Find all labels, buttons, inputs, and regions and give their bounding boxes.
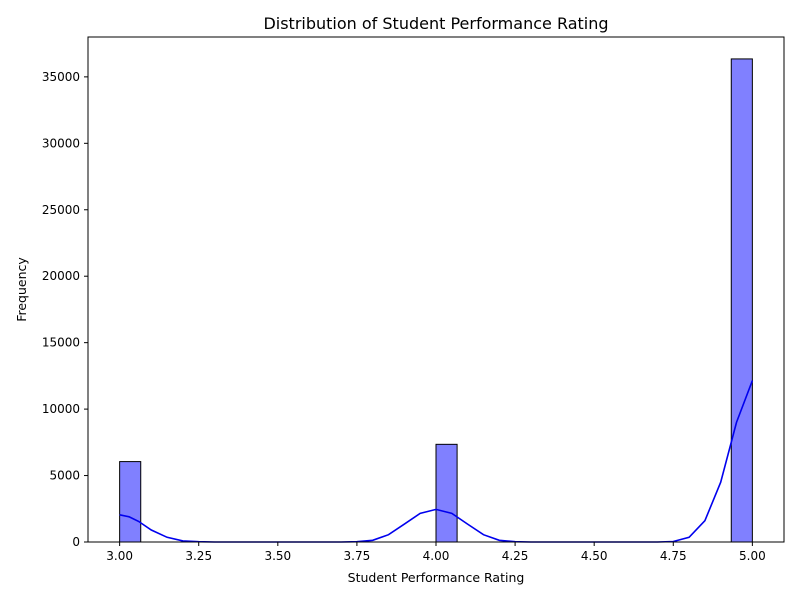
chart-title: Distribution of Student Performance Rati… xyxy=(263,14,608,33)
y-tick-label: 25000 xyxy=(42,203,80,217)
x-tick-label: 4.00 xyxy=(423,549,450,563)
x-tick-label: 3.75 xyxy=(344,549,371,563)
x-tick-label: 4.50 xyxy=(581,549,608,563)
histogram-bar-1 xyxy=(119,461,142,543)
plot-frame xyxy=(87,36,785,543)
y-tick-label: 10000 xyxy=(42,402,80,416)
y-tick-label: 5000 xyxy=(49,469,80,483)
y-tick-label: 20000 xyxy=(42,269,80,283)
y-tick-label: 15000 xyxy=(42,336,80,350)
y-tick-label: 30000 xyxy=(42,136,80,150)
x-tick-label: 3.50 xyxy=(264,549,291,563)
x-tick-label: 3.25 xyxy=(185,549,212,563)
x-tick-label: 4.25 xyxy=(502,549,529,563)
y-tick-label: 0 xyxy=(72,535,80,549)
x-tick-label: 5.00 xyxy=(739,549,766,563)
x-tick-label: 3.00 xyxy=(106,549,133,563)
y-tick-label: 35000 xyxy=(42,70,80,84)
histogram-bar-2 xyxy=(435,443,458,543)
y-axis-label: Frequency xyxy=(14,257,29,322)
y-axis-ticks: 0 5000 10000 15000 20000 25000 30000 35000 xyxy=(42,70,88,549)
x-axis-label: Student Performance Rating xyxy=(348,570,525,585)
x-tick-label: 4.75 xyxy=(660,549,687,563)
histogram-bar-3 xyxy=(730,58,753,543)
x-axis-ticks: 3.00 3.25 3.50 3.75 4.00 4.25 4.50 4.75 5.00 xyxy=(106,542,766,563)
